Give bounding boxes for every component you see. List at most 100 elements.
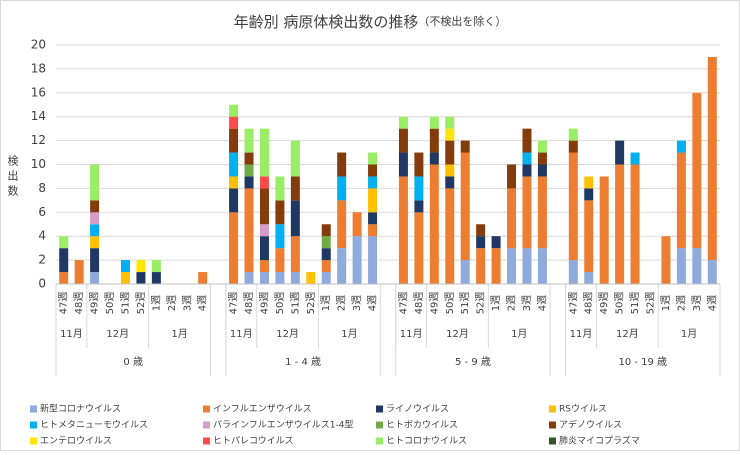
- bar-segment: [537, 152, 547, 165]
- month-label: 1月: [511, 328, 527, 340]
- bar-segment: [445, 128, 455, 141]
- bar-segment: [290, 176, 300, 201]
- x-tick-label: 48週: [413, 292, 425, 315]
- bar-segment: [275, 224, 285, 249]
- bar-segment: [429, 116, 439, 129]
- bar-segment: [568, 152, 578, 261]
- bar-segment: [476, 248, 486, 284]
- month-label: 11月: [230, 328, 253, 340]
- bar-segment: [398, 152, 408, 177]
- bar-segment: [136, 272, 146, 284]
- bar-segment: [414, 176, 424, 201]
- bar-segment: [120, 272, 130, 284]
- bar-segment: [90, 224, 100, 237]
- group-label: 10 - 19 歳: [618, 356, 667, 368]
- month-label: 12月: [616, 328, 639, 340]
- y-tick-label: 2: [38, 253, 46, 267]
- bar-segment: [707, 56, 717, 261]
- bar-segment: [692, 92, 702, 249]
- bar-segment: [275, 176, 285, 201]
- month-label: 11月: [570, 328, 593, 340]
- bar-segment: [445, 116, 455, 129]
- x-tick-label: 4週: [197, 295, 209, 311]
- x-tick-label: 3週: [691, 295, 703, 311]
- bar-segment: [398, 128, 408, 153]
- y-tick-label: 0: [38, 277, 46, 291]
- y-axis-label: 検出数: [6, 154, 19, 200]
- x-tick-label: 51週: [289, 292, 301, 315]
- bar-segment: [460, 152, 470, 261]
- legend-label: ライノウイルス: [386, 404, 449, 415]
- bar-segment: [90, 200, 100, 213]
- bar-segment: [321, 260, 331, 273]
- bar-segment: [398, 116, 408, 129]
- bar-segment: [522, 248, 532, 284]
- legend-swatch: [203, 437, 210, 445]
- month-label: 1月: [681, 328, 697, 340]
- bar-segment: [615, 164, 625, 284]
- bar-segment: [630, 152, 640, 165]
- bar-segment: [229, 176, 239, 189]
- x-tick-label: 3週: [351, 295, 363, 311]
- bar-segment: [90, 212, 100, 225]
- y-tick-label: 12: [31, 133, 46, 147]
- group-label: 0 歳: [123, 356, 143, 368]
- bar-segment: [676, 152, 686, 249]
- x-tick-label: 50週: [614, 292, 626, 315]
- bar-segment: [151, 272, 161, 284]
- bar-segment: [259, 236, 269, 261]
- bar-segment: [59, 272, 69, 284]
- x-tick-label: 52週: [645, 292, 657, 315]
- legend-swatch: [549, 421, 556, 429]
- bar-segment: [229, 116, 239, 129]
- legend-label: 新型コロナウイルス: [40, 403, 121, 415]
- bar-segment: [229, 152, 239, 177]
- bar-segment: [259, 260, 269, 273]
- bar-segment: [275, 200, 285, 225]
- bar-segment: [352, 236, 362, 284]
- bar-segment: [568, 140, 578, 153]
- month-label: 12月: [106, 328, 129, 340]
- bar-segment: [368, 224, 378, 237]
- bar-segment: [445, 140, 455, 165]
- bar-segment: [584, 200, 594, 273]
- bar-segment: [321, 272, 331, 284]
- bar-segment: [584, 188, 594, 201]
- bar-segment: [368, 164, 378, 177]
- bar-segment: [491, 236, 501, 249]
- bar-segment: [229, 128, 239, 153]
- bar-segment: [229, 212, 239, 284]
- y-tick-label: 6: [38, 205, 46, 219]
- bar-segment: [259, 224, 269, 237]
- bar-segment: [537, 248, 547, 284]
- bar-segment: [352, 212, 362, 237]
- chart-title: 年齢別 病原体検出数の推移: [234, 13, 419, 31]
- y-tick-label: 10: [31, 157, 46, 171]
- bar-segment: [120, 260, 130, 273]
- chart-subtitle: （不検出を除く）: [418, 14, 506, 28]
- legend-swatch: [376, 437, 383, 445]
- bar-segment: [229, 188, 239, 213]
- bar-segment: [676, 248, 686, 284]
- bar-segment: [507, 188, 517, 249]
- legend-label: ヒトパレコウイルス: [213, 436, 294, 447]
- bar-segment: [692, 248, 702, 284]
- bar-segment: [522, 128, 532, 153]
- bar-segment: [321, 248, 331, 261]
- bar-segment: [136, 260, 146, 273]
- x-tick-label: 51週: [629, 292, 641, 315]
- bar-segment: [460, 260, 470, 284]
- bar-segment: [368, 236, 378, 284]
- bar-segment: [476, 224, 486, 237]
- x-tick-label: 2週: [336, 295, 348, 311]
- bar-segment: [321, 224, 331, 237]
- legend-swatch: [203, 421, 210, 429]
- legend-swatch: [549, 437, 556, 445]
- bar-segment: [321, 236, 331, 249]
- legend-swatch: [376, 421, 383, 429]
- legend-label: インフルエンザウイルス: [213, 404, 312, 415]
- bar-segment: [476, 236, 486, 249]
- bar-segment: [584, 272, 594, 284]
- month-label: 1月: [171, 328, 187, 340]
